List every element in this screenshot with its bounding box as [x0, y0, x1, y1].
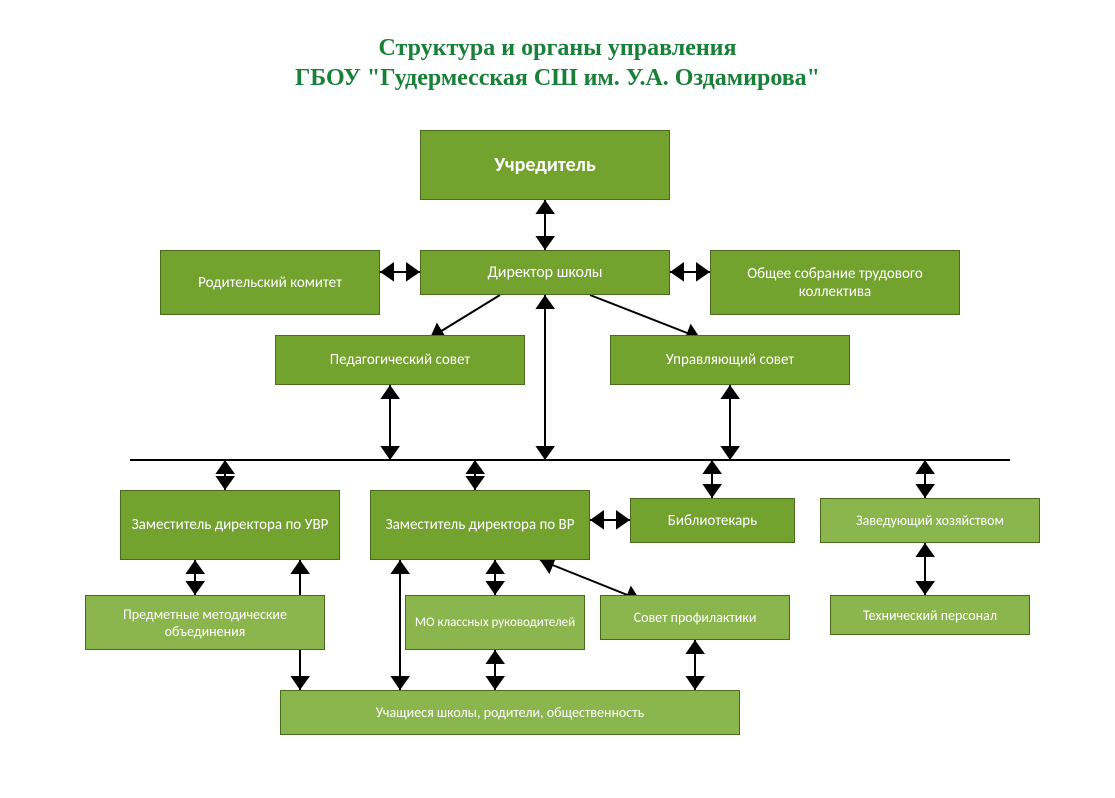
node-zam_uvr: Заместитель директора по УВР: [120, 490, 340, 560]
node-pmo: Предметные методические объединения: [85, 595, 325, 650]
node-lib: Библиотекарь: [630, 498, 795, 543]
node-zav: Заведующий хозяйством: [820, 498, 1040, 543]
org-chart-canvas: Структура и органы управления ГБОУ "Гуде…: [0, 0, 1115, 798]
node-parents: Родительский комитет: [160, 250, 380, 315]
node-tech: Технический персонал: [830, 595, 1030, 635]
edges-layer: [0, 0, 1115, 798]
node-zam_vr: Заместитель директора по ВР: [370, 490, 590, 560]
node-students: Учащиеся школы, родители, общественность: [280, 690, 740, 735]
node-pedsovet: Педагогический совет: [275, 335, 525, 385]
node-director: Директор школы: [420, 250, 670, 295]
node-mokr: МО классных руководителей: [405, 595, 585, 650]
node-founder: Учредитель: [420, 130, 670, 200]
edge-director-upr: [590, 295, 700, 338]
node-upr: Управляющий совет: [610, 335, 850, 385]
edge-zam_vr-profil: [540, 560, 640, 600]
node-profil: Совет профилактики: [600, 595, 790, 640]
node-assembly: Общее собрание трудового коллектива: [710, 250, 960, 315]
edge-director-pedsovet: [430, 295, 500, 338]
